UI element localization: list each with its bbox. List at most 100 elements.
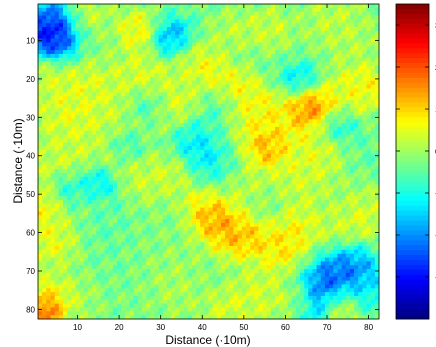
heatmap-cell [270,57,276,62]
heatmap-cell [175,65,180,70]
heatmap-cell [79,149,85,155]
heatmap-cell [133,130,139,135]
heatmap-cell [287,192,293,197]
heatmap-cell [179,165,184,170]
heatmap-cell [358,119,363,124]
heatmap-cell [287,84,293,89]
heatmap-cell [287,34,293,39]
heatmap-cell [241,157,247,162]
heatmap-cell [229,138,234,143]
heatmap-cell [58,84,64,89]
heatmap-cell [366,100,372,105]
heatmap-cell [333,123,338,128]
heatmap-cell [87,100,93,105]
heatmap-cell [262,180,268,185]
heatmap-cell [100,27,105,32]
heatmap-cell [366,149,372,155]
heatmap-cell [295,203,301,208]
heatmap-cell [46,176,51,182]
heatmap-cell [100,19,105,24]
heatmap-cell [341,69,347,74]
heatmap-cell [312,65,317,70]
heatmap-cell [46,142,51,147]
heatmap-cell [316,38,322,43]
heatmap-cell [254,15,259,20]
heatmap-cell [308,169,313,174]
heatmap-cell [71,103,76,109]
heatmap-cell [42,126,47,132]
heatmap-cell [266,69,272,74]
heatmap-cell [324,34,330,39]
heatmap-cell [250,161,255,166]
heatmap-cell [299,4,305,9]
heatmap-cell [225,38,230,43]
heatmap-cell [283,103,288,109]
heatmap-cell [191,196,197,201]
heatmap-cell [212,119,218,124]
heatmap-cell [329,165,334,170]
heatmap-cell [38,157,43,162]
heatmap-cell [229,130,234,135]
heatmap-cell [133,165,139,170]
heatmap-cell [220,203,226,208]
heatmap-cell [316,199,322,205]
heatmap-cell [175,188,180,193]
heatmap-cell [50,199,55,205]
heatmap-cell [50,203,55,208]
heatmap-cell [216,146,222,151]
heatmap-cell [108,149,114,155]
heatmap-cell [329,176,334,182]
heatmap-cell [117,73,122,78]
heatmap-cell [345,165,351,170]
heatmap-cell [50,230,55,235]
heatmap-cell [42,4,47,9]
heatmap-cell [50,57,55,62]
heatmap-cell [38,84,43,89]
heatmap-cell [354,61,359,66]
heatmap-cell [291,88,297,93]
heatmap-cell [250,4,255,9]
heatmap-cell [204,50,209,55]
heatmap-cell [100,222,105,228]
heatmap-cell [329,134,334,139]
heatmap-cell [166,23,172,28]
heatmap-cell [179,211,184,216]
heatmap-cell [304,92,309,97]
heatmap-cell [316,165,322,170]
heatmap-cell [349,230,355,235]
heatmap-cell [42,180,47,185]
heatmap-cell [266,57,272,62]
heatmap-cell [137,196,143,201]
heatmap-cell [200,203,205,208]
heatmap-cell [220,61,226,66]
heatmap-cell [275,96,280,101]
heatmap-cell [266,50,272,55]
heatmap-cell [38,203,43,208]
heatmap-cell [245,153,251,159]
heatmap-cell [304,192,309,197]
heatmap-cell [304,226,309,231]
heatmap-cell [295,180,301,185]
heatmap-cell [62,199,68,205]
heatmap-cell [54,138,60,143]
heatmap-cell [75,11,80,16]
heatmap-cell [108,138,114,143]
heatmap-cell [150,19,155,24]
heatmap-cell [125,184,130,189]
heatmap-cell [117,134,122,139]
heatmap-cell [133,88,139,93]
heatmap-cell [366,111,372,116]
heatmap-cell [200,222,205,228]
heatmap-cell [250,192,255,197]
heatmap-cell [312,50,317,55]
heatmap-cell [75,88,80,93]
heatmap-cell [196,7,201,13]
heatmap-cell [287,142,293,147]
heatmap-cell [216,73,222,78]
heatmap-cell [245,69,251,74]
heatmap-cell [370,188,376,193]
heatmap-cell [171,65,176,70]
heatmap-cell [75,92,80,97]
heatmap-cell [183,42,189,47]
heatmap-cell [225,46,230,51]
